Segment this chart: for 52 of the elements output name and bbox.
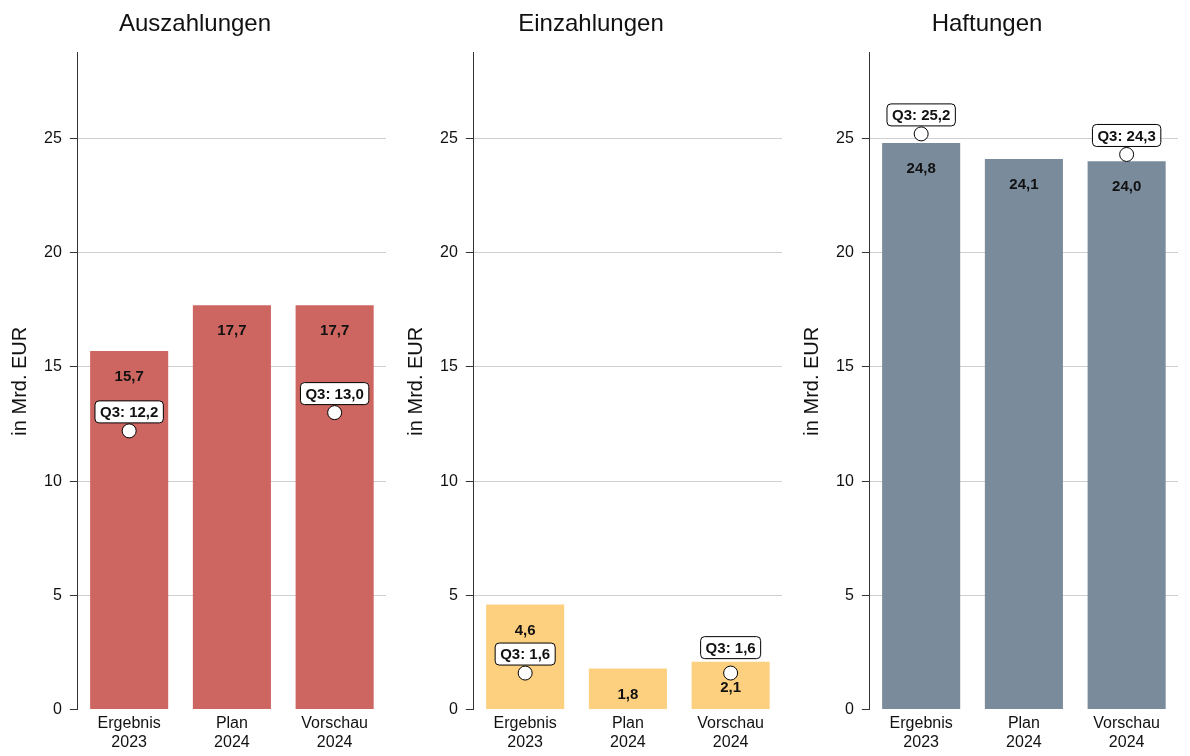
data-label: Q3: 13,0: [305, 384, 364, 402]
data-label: 17,7: [217, 321, 247, 339]
x-tick-label: Ergebnis 2023: [493, 713, 557, 750]
y-tick-label: 15: [44, 357, 62, 375]
y-tick-label: 10: [440, 471, 458, 489]
y-tick-label: 15: [836, 357, 854, 375]
data-label: Q3: 12,2: [99, 403, 159, 421]
bar: [984, 159, 1063, 710]
bar: [588, 668, 667, 710]
chart-title: Haftungen: [931, 9, 1043, 37]
data-label: 17,7: [320, 321, 350, 339]
bar: [882, 143, 961, 710]
data-label: Q3: 25,2: [891, 106, 951, 124]
y-tick-label: 10: [44, 471, 62, 489]
y-tick-label: 10: [836, 471, 854, 489]
y-tick-label: 0: [52, 700, 62, 718]
x-tick-label: Plan 2024: [214, 713, 250, 750]
y-tick-label: 5: [52, 585, 62, 603]
y-tick-label: 15: [440, 357, 458, 375]
y-axis-title: in Mrd. EUR: [7, 326, 30, 436]
y-axis-title: in Mrd. EUR: [799, 326, 822, 436]
x-tick-label: Plan 2024: [1006, 713, 1042, 750]
x-tick-label: Ergebnis 2023: [97, 713, 161, 750]
y-tick-label: 0: [844, 700, 854, 718]
y-tick-label: 20: [836, 243, 854, 261]
y-tick-label: 25: [44, 128, 62, 146]
x-tick-label: Vorschau 2024: [697, 713, 764, 750]
data-label: 4,6: [514, 620, 536, 638]
y-tick-label: 25: [836, 128, 854, 146]
x-tick-label: Vorschau 2024: [1093, 713, 1160, 750]
y-tick-label: 25: [440, 128, 458, 146]
data-label: Q3: 24,3: [1097, 126, 1156, 144]
x-tick-label: Plan 2024: [610, 713, 646, 750]
bar: [1087, 161, 1166, 710]
y-axis-title: in Mrd. EUR: [403, 326, 426, 436]
x-tick-label: Vorschau 2024: [301, 713, 368, 750]
data-label: 2,1: [720, 677, 742, 695]
data-label: 24,0: [1112, 177, 1142, 195]
chart-title: Einzahlungen: [518, 9, 664, 37]
y-tick-label: 20: [440, 243, 458, 261]
y-tick-label: 20: [44, 243, 62, 261]
data-label: 24,8: [906, 159, 936, 177]
data-label: Q3: 1,6: [705, 638, 756, 656]
y-tick-label: 0: [448, 700, 458, 718]
y-tick-label: 5: [448, 585, 458, 603]
data-label: 1,8: [617, 684, 639, 702]
data-label: 15,7: [114, 367, 144, 385]
y-tick-label: 5: [844, 585, 854, 603]
x-tick-label: Ergebnis 2023: [889, 713, 953, 750]
chart-title: Auszahlungen: [118, 9, 272, 37]
data-label: Q3: 1,6: [500, 645, 551, 663]
data-label: 24,1: [1009, 175, 1039, 193]
